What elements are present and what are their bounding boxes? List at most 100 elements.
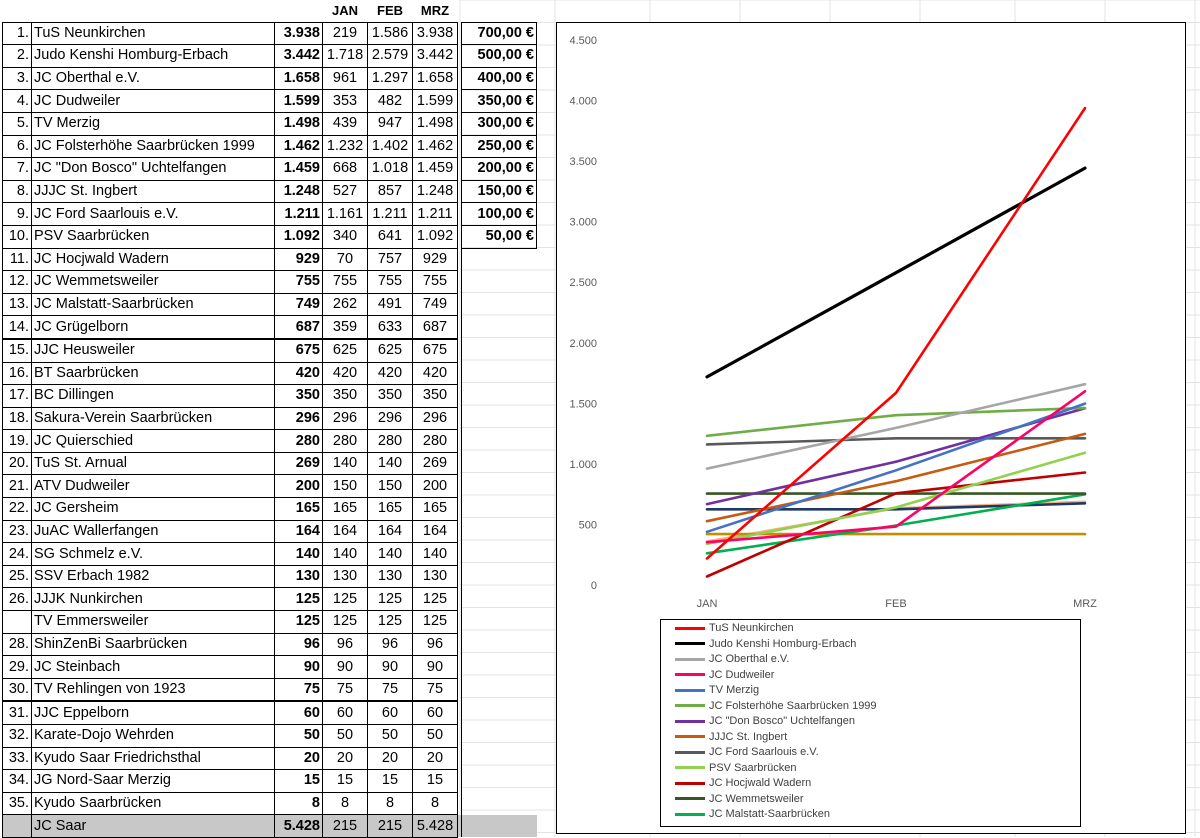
rank-cell: 25.	[2, 564, 32, 589]
table-row: 19. JC Quierschied 280 280 280 280	[2, 429, 537, 453]
prize-cell: 200,00 €	[461, 157, 537, 181]
gap-cell	[457, 565, 462, 588]
jan-cell: 125	[322, 587, 368, 612]
legend-swatch	[675, 766, 705, 770]
gap-cell	[457, 678, 462, 702]
prize-cell: 700,00 €	[461, 21, 537, 46]
legend-swatch	[675, 642, 705, 646]
table-row: 9. JC Ford Saarlouis e.V. 1.211 1.161 1.211 1…	[2, 202, 537, 226]
mrz-cell: 1.658	[412, 66, 458, 91]
jan-cell: 70	[322, 247, 368, 272]
y-tick-label: 4.500	[569, 35, 597, 47]
legend-swatch	[675, 719, 705, 723]
series-line	[705, 382, 1087, 470]
prize-cell: 400,00 €	[461, 66, 537, 91]
table-row: 7. JC "Don Bosco" Uchtelfangen 1.459 668 1.0…	[2, 157, 537, 181]
club-name-cell: JC Hocjwald Wadern	[31, 247, 275, 272]
total-cell: 675	[274, 337, 323, 363]
series-line	[705, 471, 1087, 578]
legend-item: JC Wemmetsweiler	[675, 793, 804, 808]
feb-cell: 60	[367, 700, 413, 726]
feb-cell: 75	[367, 677, 413, 702]
series-line	[705, 436, 1087, 446]
legend-item: JC Oberthal e.V.	[675, 653, 789, 668]
jan-cell: 125	[322, 610, 368, 634]
legend-label: JC "Don Bosco" Uchtelfangen	[709, 715, 855, 727]
y-tick-label: 0	[591, 580, 597, 592]
total-cell: 929	[274, 247, 323, 272]
prize-cell	[462, 747, 537, 770]
club-name-cell: JJJC St. Ingbert	[31, 179, 275, 204]
total-cell: 130	[274, 564, 323, 589]
jan-cell: 219	[322, 21, 368, 46]
total-cell: 269	[274, 451, 323, 476]
jan-cell: 215	[322, 814, 368, 838]
feb-cell: 140	[367, 542, 413, 566]
mrz-cell: 350	[412, 384, 458, 408]
jan-cell: 130	[322, 564, 368, 589]
feb-cell: 280	[367, 429, 413, 453]
series-line	[705, 402, 1087, 534]
rank-cell: 11.	[2, 247, 32, 272]
legend-item: JC Folsterhöhe Saarbrücken 1999	[675, 700, 877, 715]
legend-item: JC Dudweiler	[675, 669, 774, 684]
feb-cell: 1.586	[367, 21, 413, 46]
table-row: 15. JJC Heusweiler 675 625 625 675	[2, 337, 537, 363]
feb-cell: 947	[367, 111, 413, 136]
mrz-cell: 20	[412, 746, 458, 771]
rank-cell: 29.	[2, 655, 32, 679]
prize-cell	[462, 543, 537, 566]
club-name-cell: JC Gersheim	[31, 497, 275, 521]
club-name-cell: Kyudo Saarbrücken	[31, 791, 275, 816]
club-name-cell: JC Steinbach	[31, 655, 275, 679]
prize-cell	[461, 814, 537, 838]
rank-cell: 22.	[2, 497, 32, 521]
jan-cell: 439	[322, 111, 368, 136]
feb-cell: 96	[367, 632, 413, 657]
jan-cell: 1.161	[322, 202, 368, 226]
gap-cell	[457, 520, 462, 543]
mrz-cell: 420	[412, 361, 458, 386]
rank-cell: 19.	[2, 429, 32, 453]
total-cell: 96	[274, 632, 323, 657]
prize-cell	[462, 770, 537, 793]
prize-cell	[462, 725, 537, 748]
total-cell: 164	[274, 519, 323, 544]
table-row: 35. Kyudo Saarbrücken 8 8 8 8	[2, 791, 537, 816]
prize-cell	[462, 633, 537, 656]
mrz-cell: 5.428	[412, 814, 458, 838]
mrz-cell: 130	[412, 564, 458, 589]
gap-cell	[457, 407, 462, 430]
rank-cell	[2, 814, 32, 838]
gap-cell	[457, 724, 462, 748]
mrz-cell: 50	[412, 724, 458, 748]
jan-cell: 165	[322, 497, 368, 521]
feb-cell: 15	[367, 769, 413, 793]
gap-cell	[457, 315, 462, 339]
table-row: 11. JC Hocjwald Wadern 929 70 757 929	[2, 247, 537, 272]
club-name-cell: TV Merzig	[31, 111, 275, 136]
table-row: 33. Kyudo Saar Friedrichsthal 20 20 20 20	[2, 746, 537, 771]
jan-cell: 1.718	[322, 44, 368, 68]
prize-cell: 250,00 €	[461, 134, 537, 159]
prize-cell	[462, 248, 537, 271]
total-cell: 420	[274, 361, 323, 386]
mrz-cell: 687	[412, 315, 458, 340]
jan-cell: 50	[322, 724, 368, 748]
prize-cell	[462, 339, 537, 362]
feb-cell: 755	[367, 270, 413, 294]
club-name-cell: JC Folsterhöhe Saarbrücken 1999	[31, 134, 275, 159]
legend-item: TV Merzig	[675, 684, 759, 699]
legend-label: JC Wemmetsweiler	[709, 792, 804, 805]
mrz-cell: 200	[412, 474, 458, 499]
club-name-cell: JC Oberthal e.V.	[31, 66, 275, 91]
gap-cell	[457, 747, 462, 770]
y-tick-label: 4.000	[569, 96, 597, 108]
feb-cell: 491	[367, 292, 413, 317]
total-cell: 749	[274, 292, 323, 317]
jan-cell: 350	[322, 384, 368, 408]
prize-cell	[462, 678, 537, 701]
feb-cell: 420	[367, 361, 413, 386]
x-tick-label: MRZ	[1073, 598, 1097, 610]
rank-cell: 8.	[2, 179, 32, 204]
